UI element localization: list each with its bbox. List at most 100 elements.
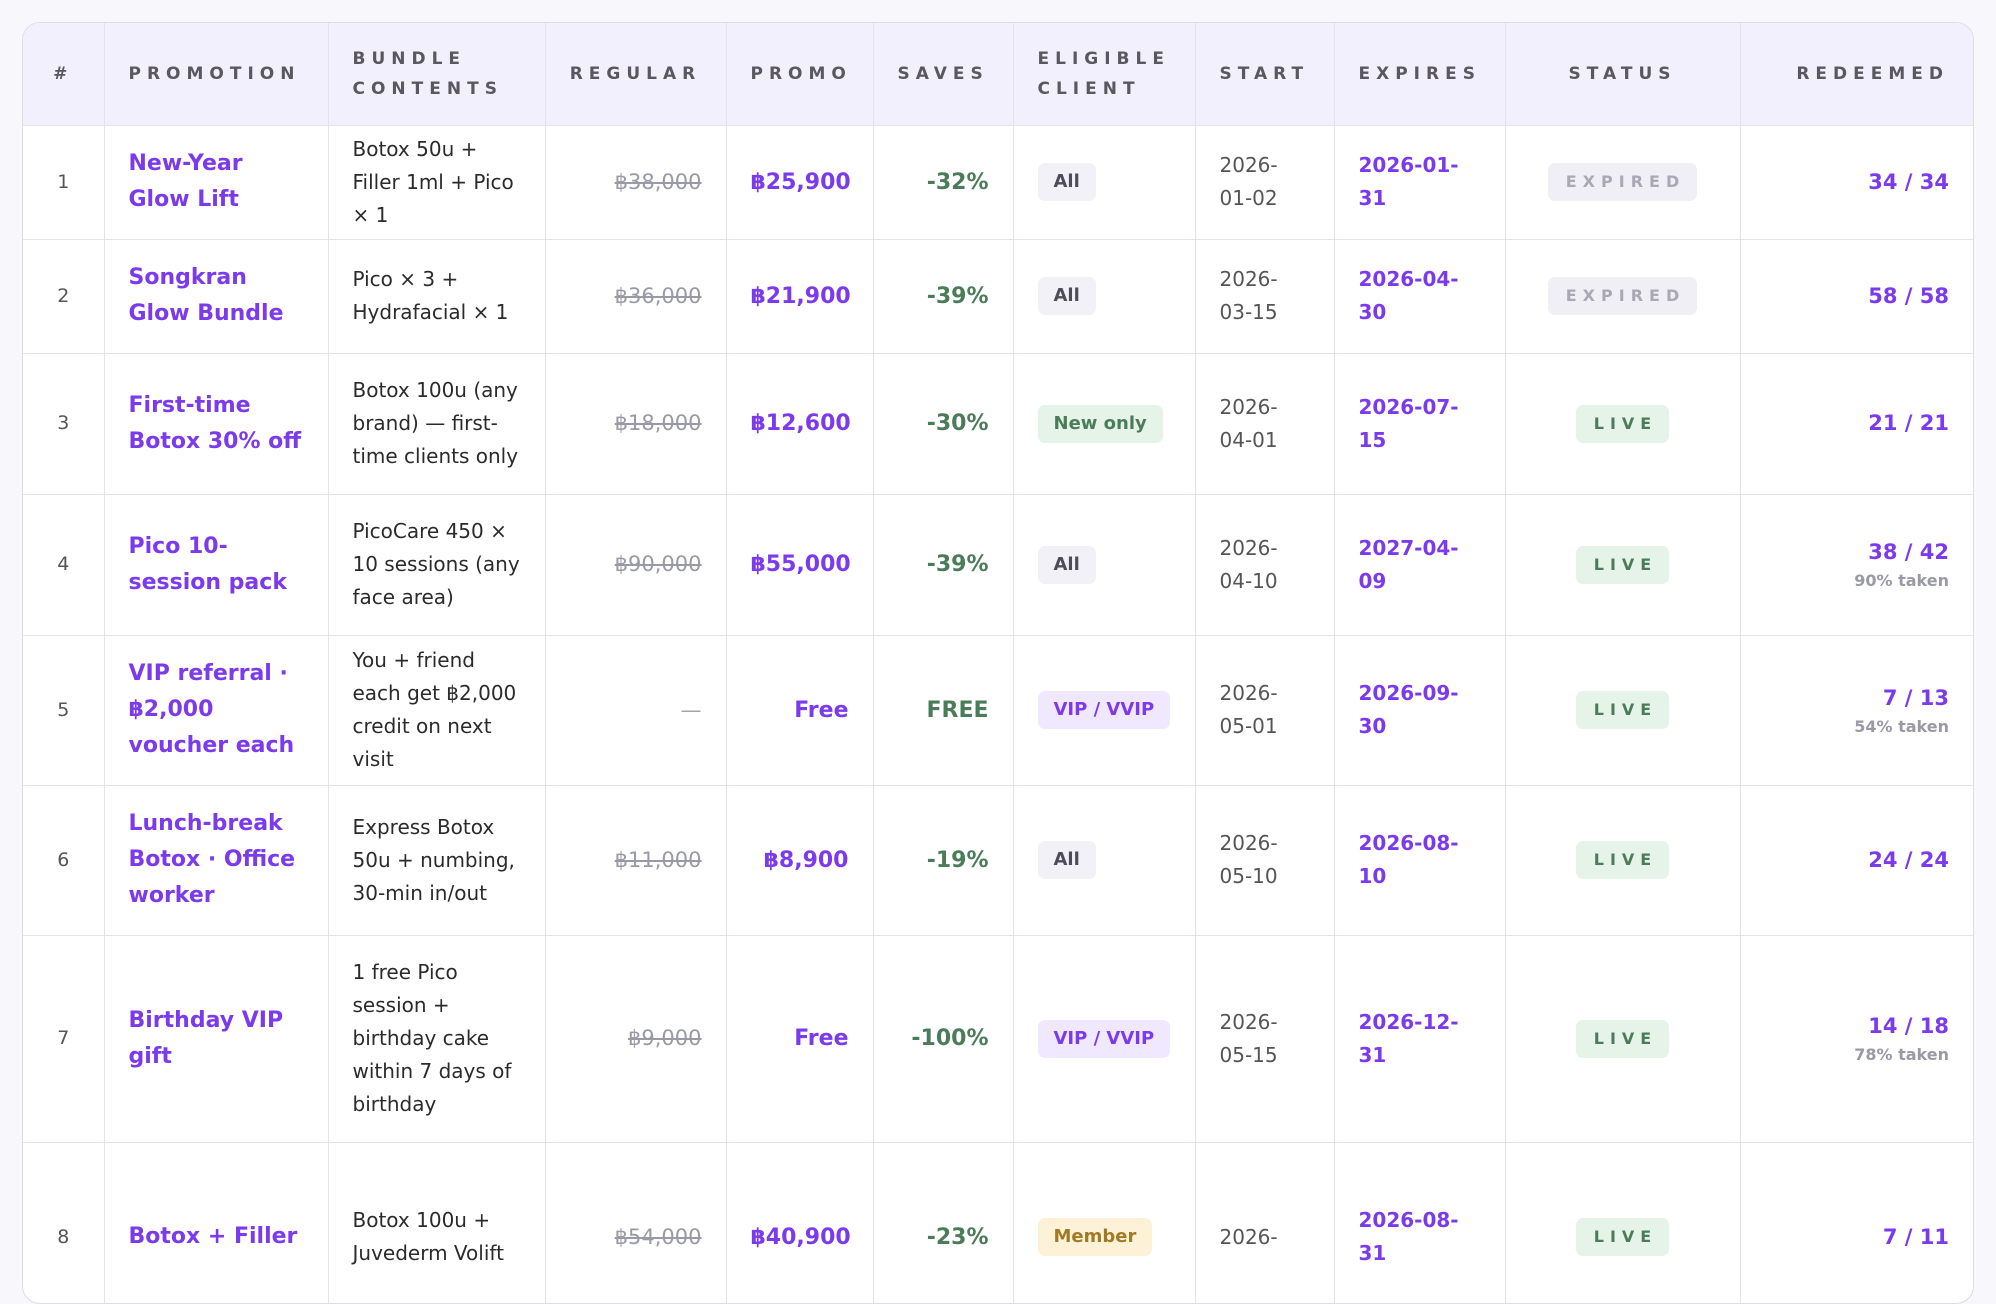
header-regular[interactable]: REGULAR [545,23,727,126]
expires-date: 2026-01-31 [1334,125,1506,240]
promo-price: Free [726,635,874,786]
redeemed-count: 14 / 18 [1868,1014,1949,1038]
saves-percent: -39% [873,239,1014,354]
eligible-client-pill: All [1037,277,1096,315]
redeemed-taken-percent: 78% taken [1854,1045,1949,1064]
row-number: 7 [23,935,105,1143]
promotion-name-link[interactable]: First-time Botox 30% off [104,353,329,495]
promotion-name-link[interactable]: Pico 10-session pack [104,494,329,636]
promotions-table: # PROMOTION BUNDLE CONTENTS REGULAR PROM… [23,23,1973,1303]
table-row[interactable]: 4 Pico 10-session pack PicoCare 450 × 10… [23,494,1973,636]
promotion-name-link[interactable]: VIP referral · ฿2,000 voucher each [104,635,329,786]
promotion-name-link[interactable]: New-Year Glow Lift [104,125,329,240]
table-row[interactable]: 2 Songkran Glow Bundle Pico × 3 + Hydraf… [23,239,1973,354]
regular-price: ฿11,000 [545,785,727,936]
bundle-contents: PicoCare 450 × 10 sessions (any face are… [328,494,546,636]
bundle-contents: Pico × 3 + Hydrafacial × 1 [328,239,546,354]
promotion-name-link[interactable]: Songkran Glow Bundle [104,239,329,354]
redeemed-cell: 58 / 58 [1740,239,1973,354]
redeemed-count: 21 / 21 [1868,411,1949,435]
redeemed-cell: 34 / 34 [1740,125,1973,240]
row-number: 5 [23,635,105,786]
promotion-name-link[interactable]: Lunch-break Botox · Office worker [104,785,329,936]
status-badge: LIVE [1575,691,1670,729]
status-badge: EXPIRED [1547,163,1698,201]
header-num[interactable]: # [23,23,105,126]
redeemed-count: 7 / 11 [1882,1224,1949,1249]
row-number: 4 [23,494,105,636]
eligible-client-pill: New only [1037,404,1163,443]
status-badge: LIVE [1575,1019,1670,1058]
row-number: 2 [23,239,105,354]
regular-price: ฿38,000 [545,125,727,240]
header-promotion[interactable]: PROMOTION [104,23,329,126]
status-cell: LIVE [1505,353,1741,495]
table-row[interactable]: 8 Botox + Filler Botox 100u + Juvederm V… [23,1142,1973,1303]
eligible-client-pill: VIP / VVIP [1037,1019,1171,1058]
redeemed-taken-percent: 54% taken [1854,716,1949,736]
redeemed-count: 7 / 13 [1882,685,1949,710]
eligible-cell: All [1013,239,1196,354]
saves-percent: -39% [873,494,1014,636]
redeemed-count: 38 / 42 [1868,540,1949,564]
status-cell: LIVE [1505,494,1741,636]
expires-date: 2026-04-30 [1334,239,1506,354]
expires-date: 2026-12-31 [1334,935,1506,1143]
start-date: 2026-01-02 [1195,125,1335,240]
start-date: 2026-03-15 [1195,239,1335,354]
table-row[interactable]: 3 First-time Botox 30% off Botox 100u (a… [23,353,1973,495]
table-row[interactable]: 5 VIP referral · ฿2,000 voucher each You… [23,635,1973,786]
promo-price: ฿55,000 [726,494,874,636]
saves-percent: -19% [873,785,1014,936]
eligible-cell: All [1013,494,1196,636]
table-row[interactable]: 7 Birthday VIP gift 1 free Pico session … [23,935,1973,1143]
promo-price: ฿25,900 [726,125,874,240]
promo-price: ฿8,900 [726,785,874,936]
saves-percent: -30% [873,353,1014,495]
start-date: 2026-05-15 [1195,935,1335,1143]
promotion-name-link[interactable]: Botox + Filler [104,1142,329,1303]
start-date: 2026-04-10 [1195,494,1335,636]
header-bundle-contents[interactable]: BUNDLE CONTENTS [328,23,546,126]
bundle-contents: Botox 100u (any brand) — first-time clie… [328,353,546,495]
header-start[interactable]: START [1195,23,1335,126]
status-cell: LIVE [1505,785,1741,936]
redeemed-taken-percent: 90% taken [1854,571,1949,590]
saves-percent: FREE [873,635,1014,786]
expires-date: 2026-08-31 [1334,1142,1506,1303]
redeemed-cell: 7 / 13 54% taken [1740,635,1973,786]
eligible-client-pill: All [1037,163,1096,201]
header-saves[interactable]: SAVES [873,23,1014,126]
eligible-cell: All [1013,125,1196,240]
redeemed-cell: 7 / 11 [1740,1142,1973,1303]
header-redeemed[interactable]: REDEEMED [1740,23,1973,126]
expires-date: 2026-09-30 [1334,635,1506,786]
header-status[interactable]: STATUS [1505,23,1741,126]
bundle-contents: You + friend each get ฿2,000 credit on n… [328,635,546,786]
start-date: 2026-05-10 [1195,785,1335,936]
status-badge: EXPIRED [1547,277,1698,315]
status-cell: LIVE [1505,635,1741,786]
header-promo[interactable]: PROMO [726,23,874,126]
redeemed-cell: 21 / 21 [1740,353,1973,495]
expires-date: 2027-04-09 [1334,494,1506,636]
table-row[interactable]: 6 Lunch-break Botox · Office worker Expr… [23,785,1973,936]
saves-percent: -100% [873,935,1014,1143]
eligible-client-pill: All [1037,841,1096,879]
redeemed-cell: 24 / 24 [1740,785,1973,936]
row-number: 3 [23,353,105,495]
regular-price: — [545,635,727,786]
eligible-client-pill: All [1037,545,1096,584]
redeemed-cell: 38 / 42 90% taken [1740,494,1973,636]
header-expires[interactable]: EXPIRES [1334,23,1506,126]
promo-price: ฿21,900 [726,239,874,354]
header-eligible-client[interactable]: ELIGIBLE CLIENT [1013,23,1196,126]
saves-percent: -32% [873,125,1014,240]
eligible-client-pill: Member [1037,1218,1153,1256]
bundle-contents: Express Botox 50u + numbing, 30-min in/o… [328,785,546,936]
table-row[interactable]: 1 New-Year Glow Lift Botox 50u + Filler … [23,125,1973,240]
bundle-contents: 1 free Pico session + birthday cake with… [328,935,546,1143]
status-cell: EXPIRED [1505,125,1741,240]
status-badge: LIVE [1575,404,1670,443]
promotion-name-link[interactable]: Birthday VIP gift [104,935,329,1143]
